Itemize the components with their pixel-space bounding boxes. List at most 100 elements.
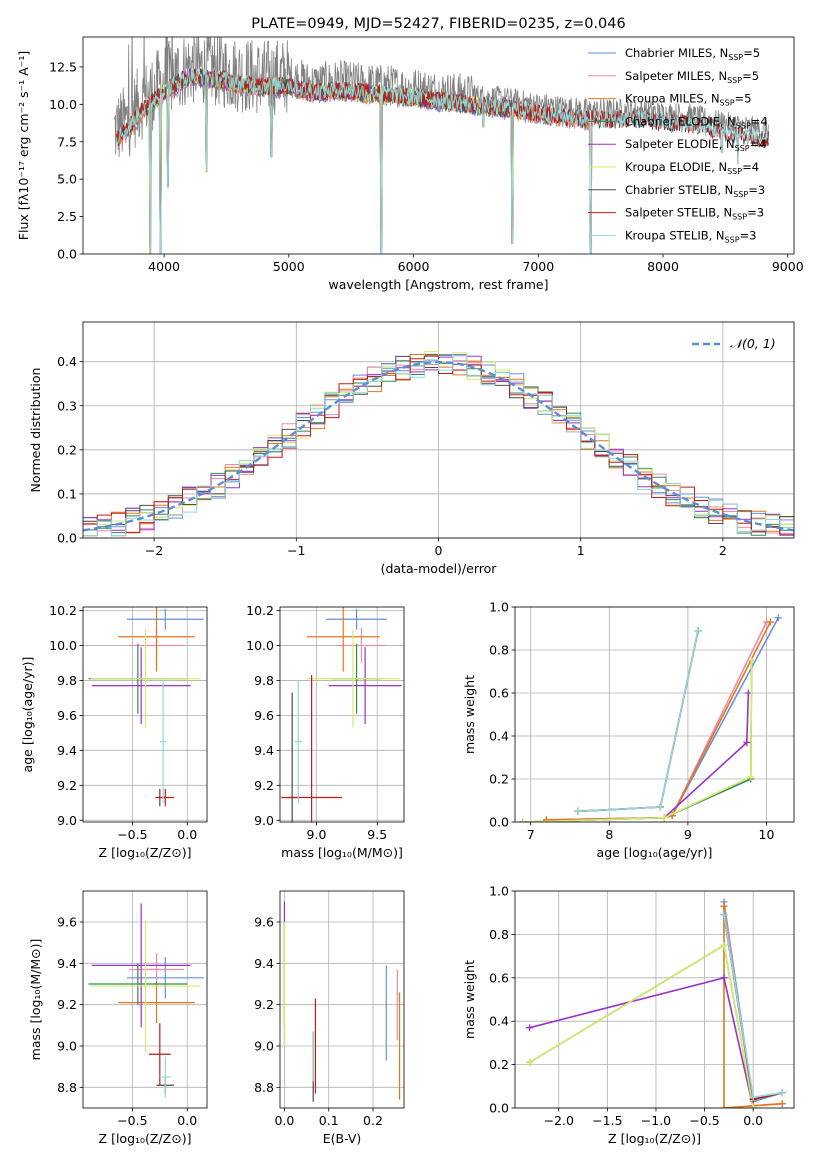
x-tick-label: 8 — [605, 827, 613, 842]
mass_vs_ebv-plot-area — [283, 901, 401, 1102]
age_vs_mass-panel: 9.0 9.5 9.0 9.2 9.4 9.6 9.8 10.0 10.2 mass [log₁₀… — [246, 603, 405, 860]
model-line-kroupa-stelib — [116, 67, 769, 254]
legend-label: Salpeter MILES, NSSP=5 — [625, 69, 759, 85]
x-tick-label: −0.5 — [689, 1113, 719, 1128]
weight-line-salpeter-elodie — [522, 692, 750, 822]
y-axis-label: Normed distribution — [28, 368, 43, 493]
x-tick-label: 9000 — [772, 259, 804, 274]
legend-label: Chabrier MILES, NSSP=5 — [625, 46, 760, 62]
y-tick-label: 0.8 — [489, 643, 509, 658]
y-tick-label: 9.2 — [254, 778, 274, 793]
histogram-kroupa-stelib — [83, 354, 794, 537]
legend-label-text: Chabrier ELODIE, N — [625, 114, 736, 128]
x-tick-label: 0.2 — [363, 1113, 383, 1128]
y-tick-label: 0.6 — [489, 970, 509, 985]
weight-marker — [778, 1089, 786, 1097]
spectrum-plot-area — [113, 37, 770, 254]
y-tick-label: 8.8 — [57, 1080, 77, 1095]
y-tick-label: 1.0 — [489, 600, 509, 615]
legend-label: Kroupa MILES, NSSP=5 — [625, 92, 751, 108]
legend-label-suffix: =5 — [742, 69, 759, 83]
y-tick-label: 10.0 — [49, 97, 77, 112]
x-tick-label: 0.0 — [274, 1113, 294, 1128]
y-tick-label: 10.2 — [246, 603, 274, 618]
y-tick-label: 9.2 — [57, 997, 77, 1012]
x-tick-label: 2 — [719, 543, 727, 558]
age_vs_Z-plot-area — [88, 607, 204, 807]
y-tick-label: 9.0 — [254, 813, 274, 828]
weight-line-chabrier-elodie — [529, 944, 754, 1108]
weight-marker — [519, 818, 527, 822]
legend-label-sub: SSP — [727, 76, 742, 85]
x-tick-label: 0.1 — [319, 1113, 339, 1128]
y-tick-label: 9.6 — [254, 708, 274, 723]
y-tick-label: 10.0 — [49, 638, 77, 653]
x-tick-label: 8000 — [647, 259, 679, 274]
legend-label-sub: SSP — [736, 121, 751, 130]
axes-frame — [82, 606, 208, 823]
y-tick-label: 0.0 — [57, 531, 77, 546]
legend-label: Kroupa STELIB, NSSP=3 — [625, 228, 756, 244]
x-tick-label: −2 — [145, 543, 163, 558]
y-tick-label: 9.0 — [254, 1039, 274, 1054]
x-tick-label: 0.0 — [177, 1113, 197, 1128]
y-tick-label: 10.0 — [246, 638, 274, 653]
y-tick-label: 9.8 — [254, 673, 274, 688]
weight-marker — [542, 816, 550, 822]
legend-label-text: Kroupa ELODIE, N — [625, 160, 727, 174]
y-tick-label: 2.5 — [57, 209, 77, 224]
y-tick-label: 0.0 — [489, 815, 509, 830]
y-tick-label: 9.0 — [57, 813, 77, 828]
x-tick-label: −1.0 — [641, 1113, 671, 1128]
weight_vs_age-plot-area — [519, 614, 782, 822]
axes-frame — [279, 890, 405, 1109]
x-tick-label: 7 — [527, 827, 535, 842]
x-axis-label: E(B-V) — [323, 1131, 362, 1146]
axes-frame — [514, 606, 795, 823]
model-line-kroupa-elodie — [144, 70, 514, 254]
weight-marker — [778, 1100, 786, 1108]
x-tick-label: −1 — [287, 543, 305, 558]
legend-label-suffix: =3 — [740, 228, 757, 242]
y-axis-label: mass weight — [462, 675, 477, 754]
weight-marker — [720, 1104, 728, 1108]
legend-label-text: Salpeter STELIB, N — [625, 206, 732, 220]
x-tick-label: 6000 — [398, 259, 430, 274]
legend-label-sub: SSP — [727, 167, 742, 176]
y-tick-label: 10.2 — [49, 603, 77, 618]
axes-frame — [82, 321, 795, 539]
legend-label-suffix: =5 — [743, 46, 760, 60]
weight-marker — [574, 807, 582, 815]
x-tick-label: 9.5 — [367, 827, 387, 842]
y-tick-label: 8.8 — [254, 1080, 274, 1095]
x-tick-label: −2.0 — [544, 1113, 574, 1128]
axes-frame — [279, 606, 405, 823]
y-tick-label: 9.2 — [254, 997, 274, 1012]
x-tick-label: −0.5 — [117, 1113, 147, 1128]
y-tick-label: 0.8 — [489, 927, 509, 942]
x-axis-label: Z [log₁₀(Z/Z⊙)] — [99, 1131, 192, 1146]
weight-line-kroupa-elodie — [529, 944, 754, 1108]
y-tick-label: 9.4 — [57, 956, 77, 971]
legend-label-text: Salpeter MILES, N — [625, 69, 727, 83]
x-axis-label: age [log₁₀(age/yr)] — [597, 845, 713, 860]
data-spectrum-line — [113, 37, 770, 158]
weight-marker — [747, 773, 755, 781]
weight-line-kroupa-stelib — [577, 630, 699, 813]
weight-marker — [656, 803, 664, 811]
x-tick-label: 0.0 — [743, 1113, 763, 1128]
y-tick-label: 9.6 — [57, 915, 77, 930]
y-tick-label: 9.4 — [254, 743, 274, 758]
age_vs_Z-panel: −0.5 0.0 9.0 9.2 9.4 9.6 9.8 10.0 10.2 Z [log₁₀(Z… — [20, 603, 208, 860]
x-axis-label: mass [log₁₀(M/M⊙)] — [281, 845, 403, 860]
y-tick-label: 9.2 — [57, 778, 77, 793]
weight-marker — [526, 1024, 534, 1032]
y-tick-label: 0.0 — [489, 1101, 509, 1116]
legend-label-suffix: =4 — [751, 114, 768, 128]
x-tick-label: 5000 — [273, 259, 305, 274]
normal-curve — [83, 360, 794, 532]
weight-marker — [720, 902, 728, 910]
legend-label-sub: SSP — [728, 53, 743, 62]
axes-frame — [82, 890, 208, 1109]
